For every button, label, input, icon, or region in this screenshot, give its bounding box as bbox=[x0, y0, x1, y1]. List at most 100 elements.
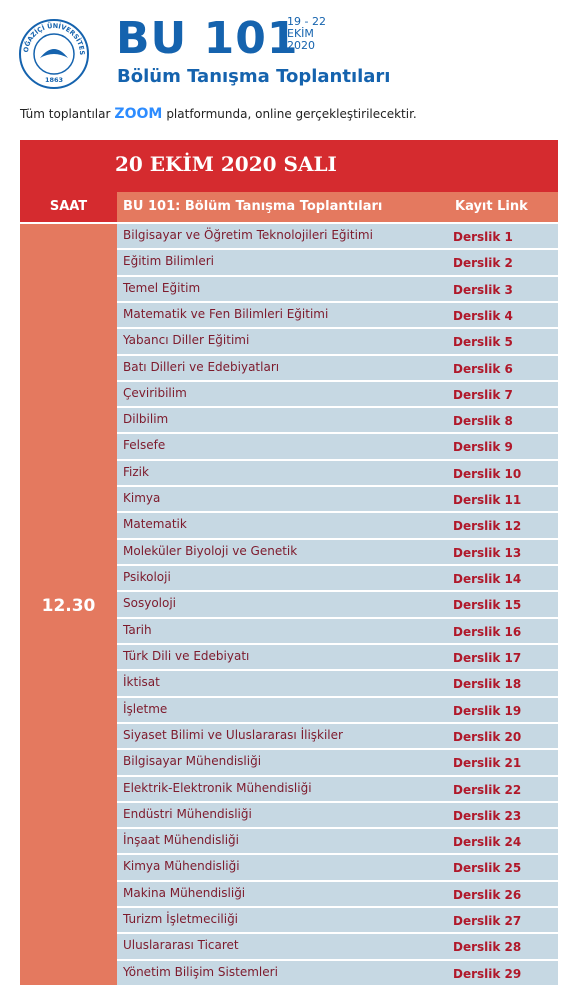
registration-link[interactable]: Derslik 9 bbox=[453, 440, 513, 455]
date-line: EKİM bbox=[287, 27, 314, 40]
table-row: Fizik Derslik 10 bbox=[117, 458, 558, 486]
department: Bilgisayar Mühendisliği bbox=[123, 754, 262, 769]
banner-text: 20 EKİM 2020 SALI bbox=[115, 152, 337, 176]
registration-link[interactable]: Derslik 2 bbox=[453, 256, 513, 271]
table-row: Türk Dili ve Edebiyatı Derslik 17 bbox=[117, 642, 558, 670]
table-row: Makina Mühendisliği Derslik 26 bbox=[117, 879, 558, 907]
dates: 19 - 22 EKİM 2020 bbox=[287, 16, 326, 52]
table-row: Turizm İşletmeciliği Derslik 27 bbox=[117, 906, 558, 933]
table-row: Yönetim Bilişim Sistemleri Derslik 29 bbox=[117, 958, 558, 985]
zoom-brand: ZOOM bbox=[114, 106, 163, 122]
registration-link[interactable]: Derslik 27 bbox=[453, 914, 522, 929]
registration-link[interactable]: Derslik 22 bbox=[453, 782, 522, 797]
table-row: Uluslararası Ticaret Derslik 28 bbox=[117, 932, 558, 959]
registration-link[interactable]: Derslik 17 bbox=[453, 650, 522, 665]
department: Yönetim Bilişim Sistemleri bbox=[123, 964, 278, 979]
department: Tarih bbox=[123, 622, 152, 637]
table-row: Matematik Derslik 12 bbox=[117, 511, 558, 538]
registration-link[interactable]: Derslik 16 bbox=[453, 624, 522, 639]
registration-link[interactable]: Derslik 4 bbox=[453, 308, 513, 323]
department: İşletme bbox=[123, 701, 168, 716]
department: Dilbilim bbox=[123, 412, 169, 427]
table-row: Kimya Derslik 11 bbox=[117, 485, 558, 512]
registration-link[interactable]: Derslik 6 bbox=[453, 361, 513, 376]
registration-link[interactable]: Derslik 24 bbox=[453, 835, 522, 850]
date-banner: 20 EKİM 2020 SALI bbox=[20, 140, 558, 192]
column-header: BU 101: Bölüm Tanışma Toplantıları bbox=[117, 192, 447, 222]
registration-link[interactable]: Derslik 5 bbox=[453, 335, 513, 350]
department: Temel Eğitim bbox=[123, 280, 201, 295]
registration-link[interactable]: Derslik 18 bbox=[453, 677, 522, 692]
department: Bilgisayar ve Öğretim Teknolojileri Eğit… bbox=[123, 228, 373, 242]
table-row: Felsefe Derslik 9 bbox=[117, 432, 558, 459]
table-row: Endüstri Mühendisliği Derslik 23 bbox=[117, 800, 558, 828]
registration-link[interactable]: Derslik 14 bbox=[453, 572, 522, 587]
table-row: Moleküler Biyoloji ve Genetik Derslik 13 bbox=[117, 537, 558, 565]
table-row: Kimya Mühendisliği Derslik 25 bbox=[117, 853, 558, 880]
registration-link[interactable]: Derslik 29 bbox=[453, 966, 522, 981]
department: Turizm İşletmeciliği bbox=[123, 912, 239, 927]
department: Batı Dilleri ve Edebiyatları bbox=[123, 359, 280, 374]
time-column: 12.30 bbox=[20, 222, 117, 985]
logo-emblem bbox=[40, 49, 68, 58]
table-row: Temel Eğitim Derslik 3 bbox=[117, 274, 558, 301]
registration-link[interactable]: Derslik 1 bbox=[453, 230, 513, 244]
registration-link[interactable]: Derslik 3 bbox=[453, 282, 513, 297]
registration-link[interactable]: Derslik 15 bbox=[453, 598, 522, 613]
table-row: İşletme Derslik 19 bbox=[117, 695, 558, 722]
table-row: Eğitim Bilimleri Derslik 2 bbox=[117, 248, 558, 275]
department: Uluslararası Ticaret bbox=[123, 938, 239, 953]
registration-link[interactable]: Derslik 10 bbox=[453, 466, 522, 481]
registration-link[interactable]: Derslik 19 bbox=[453, 703, 522, 718]
table-row: Sosyoloji Derslik 15 bbox=[117, 590, 558, 617]
column-header: Kayıt Link bbox=[447, 192, 558, 222]
registration-link[interactable]: Derslik 11 bbox=[453, 493, 522, 508]
subtitle: Bölüm Tanışma Toplantıları bbox=[117, 66, 391, 87]
registration-link[interactable]: Derslik 23 bbox=[453, 808, 522, 823]
logo-year: 1863 bbox=[45, 76, 63, 84]
logo: BOĞAZİÇİ ÜNİVERSİTESİ 1863 bbox=[18, 18, 89, 89]
notice-text: platformunda, online gerçekleştirilecekt… bbox=[166, 107, 417, 121]
department: Eğitim Bilimleri bbox=[123, 254, 214, 269]
notice: Tüm toplantılar ZOOM platformunda, online … bbox=[20, 106, 417, 122]
department: İktisat bbox=[123, 675, 160, 690]
registration-link[interactable]: Derslik 25 bbox=[453, 861, 522, 876]
department: Fizik bbox=[123, 464, 149, 479]
table-row: Elektrik-Elektronik Mühendisliği Derslik … bbox=[117, 774, 558, 801]
notice-text: Tüm toplantılar bbox=[20, 107, 111, 121]
date-line: 2020 bbox=[287, 39, 315, 52]
department: Matematik ve Fen Bilimleri Eğitimi bbox=[123, 306, 329, 321]
date-line: 19 - 22 bbox=[287, 15, 326, 28]
department: Matematik bbox=[123, 517, 187, 532]
department: Felsefe bbox=[123, 438, 166, 453]
department: Kimya Mühendisliği bbox=[123, 859, 240, 874]
table-row: Tarih Derslik 16 bbox=[117, 616, 558, 643]
department: Psikoloji bbox=[123, 570, 171, 585]
table-row: Çeviribilim Derslik 7 bbox=[117, 379, 558, 407]
table-row: İktisat Derslik 18 bbox=[117, 669, 558, 696]
registration-link[interactable]: Derslik 7 bbox=[453, 387, 513, 402]
department: Yabancı Diller Eğitimi bbox=[123, 333, 250, 348]
registration-link[interactable]: Derslik 20 bbox=[453, 729, 522, 744]
registration-link[interactable]: Derslik 12 bbox=[453, 519, 522, 534]
registration-link[interactable]: Derslik 26 bbox=[453, 887, 522, 902]
registration-link[interactable]: Derslik 21 bbox=[453, 756, 522, 771]
column-header: SAAT bbox=[20, 192, 117, 222]
department: Makina Mühendisliği bbox=[123, 885, 246, 900]
department: Endüstri Mühendisliği bbox=[123, 806, 252, 821]
department: Türk Dili ve Edebiyatı bbox=[123, 648, 250, 663]
department: Çeviribilim bbox=[123, 385, 187, 400]
table-row: Batı Dilleri ve Edebiyatları Derslik 6 bbox=[117, 353, 558, 380]
logo-inner bbox=[33, 33, 75, 75]
title: BU 101 bbox=[116, 13, 299, 64]
table-row: Dilbilim Derslik 8 bbox=[117, 406, 558, 433]
table-row: İnşaat Mühendisliği Derslik 24 bbox=[117, 827, 558, 854]
table-row: Bilgisayar Mühendisliği Derslik 21 bbox=[117, 748, 558, 775]
department: Elektrik-Elektronik Mühendisliği bbox=[123, 780, 312, 795]
registration-link[interactable]: Derslik 13 bbox=[453, 545, 522, 560]
department: Siyaset Bilimi ve Uluslararası İlişkiler bbox=[123, 727, 343, 742]
registration-link[interactable]: Derslik 8 bbox=[453, 414, 513, 429]
department: Moleküler Biyoloji ve Genetik bbox=[123, 543, 298, 558]
registration-link[interactable]: Derslik 28 bbox=[453, 940, 522, 955]
